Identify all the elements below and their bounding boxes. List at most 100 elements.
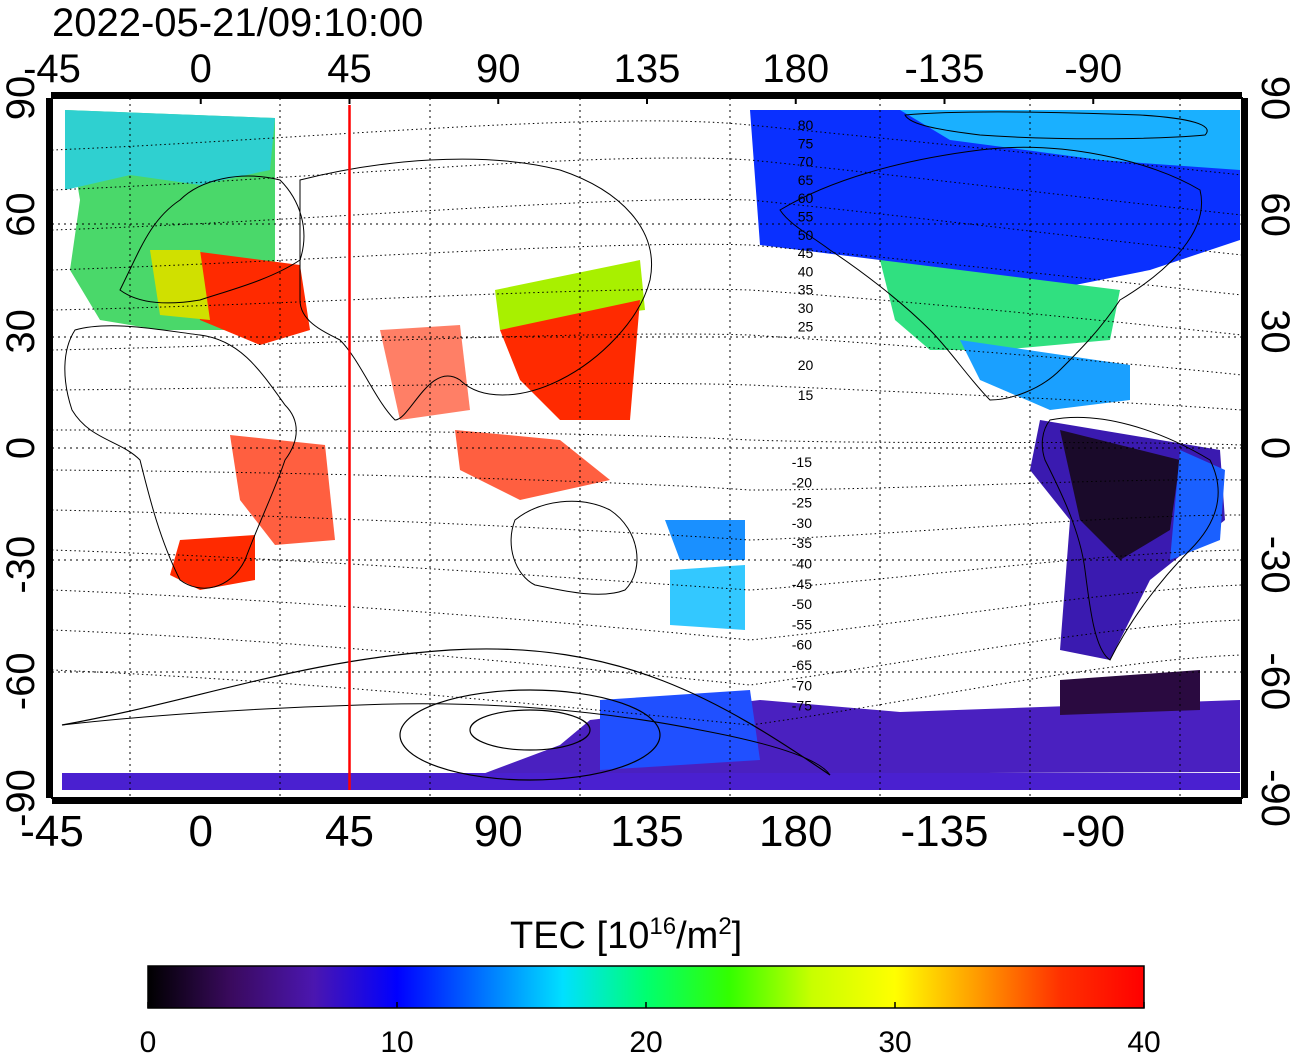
tec-patch-india [380,325,470,420]
contour-label: 65 [798,172,814,188]
bottom-axis-label: 45 [325,807,374,856]
contour-labels-south: -15 -20 -25 -30 -35 -40 -45 -50 -55 -60 -65 -70 -75 [792,454,812,714]
colorbar-tick-label: 30 [878,1026,911,1057]
coastline-antarctica [61,703,831,776]
contour-label: 35 [798,282,814,298]
tec-patch-north-america-south [880,260,1120,350]
frame-left-bar [46,98,52,798]
colorbar-tick-label: 10 [380,1026,413,1057]
contour-label: 60 [798,190,814,206]
contour-label: -60 [792,637,812,653]
bottom-axis-labels: 0 45 90 135 180 -135 -90 -45 [20,807,1125,856]
contour-label: 70 [798,154,814,170]
top-axis-label: -45 [23,47,81,91]
contour-label: -70 [792,677,812,693]
contour-label: -35 [792,535,812,551]
coastline-south-america [1041,416,1219,661]
tec-patch-indonesia [455,430,610,500]
tec-patch-pacific-south [665,520,745,560]
bottom-axis-label: 135 [610,807,683,856]
right-axis-label: 0 [1253,437,1294,459]
contour-label: 20 [798,357,814,373]
colorbar-title-exp2: 2 [718,913,731,940]
right-axis-label: 60 [1253,192,1294,237]
bottom-axis-label: -135 [900,807,988,856]
left-axis-label: 0 [0,437,43,459]
top-axis-label: 45 [327,47,372,91]
colorbar-title-exp1: 16 [649,913,676,940]
top-axis-label: 0 [190,47,212,91]
polar-contours [61,648,831,781]
colorbar-tick-label: 40 [1127,1026,1160,1057]
left-axis-label: 30 [0,309,43,354]
bottom-axis-label: 0 [189,807,213,856]
tec-patch-north-america-arctic [900,110,1240,170]
tec-patch-nz [670,565,745,630]
tec-patch-mideast [185,250,310,345]
right-axis-label: 90 [1253,76,1294,121]
graticule [52,98,1242,798]
bottom-axis-label: -45 [20,807,84,856]
tec-patch-south-america-coast [1170,450,1225,560]
colorbar-ticks: 0 10 20 30 40 [140,1002,1161,1057]
right-axis-labels: 90 60 30 0 -30 -60 -90 [1253,76,1294,827]
contour-label: -15 [792,454,812,470]
contour-label: 40 [798,263,814,279]
contour-label: 55 [798,209,814,225]
top-axis-labels: 0 45 90 135 180 -135 -90 -45 [23,47,1122,104]
contour-label: -50 [792,596,812,612]
contour-label: 25 [798,318,814,334]
top-axis-label: 135 [614,47,681,91]
top-axis-label: -90 [1064,47,1122,91]
colorbar-title: TEC [1016/m2] [510,913,742,957]
top-axis-label: 90 [476,47,521,91]
left-axis-label: 90 [0,76,43,121]
right-axis-label: -90 [1253,769,1294,827]
frame-right-bar [1242,98,1248,798]
tec-patch-south-america-dark [1060,430,1180,560]
right-axis-label: 30 [1253,309,1294,354]
tec-patch-south-cone [1060,670,1200,715]
tec-patch-europe-north [65,110,275,190]
top-axis-label: 180 [762,47,829,91]
contour-label: 30 [798,300,814,316]
left-axis-label: -30 [0,536,43,594]
magnetic-contours [52,120,1242,726]
timestamp: 2022-05-21/09:10:00 [52,1,423,45]
map-panel: 80 75 70 65 60 55 50 45 40 35 30 25 20 15 -15 -20 -25 -3… [46,92,1248,804]
contour-label: -25 [792,495,812,511]
contour-label: 45 [798,245,814,261]
contour-label: -40 [792,556,812,572]
colorbar-tick-label: 0 [140,1026,157,1057]
contour-label: -65 [792,657,812,673]
bottom-axis-label: 90 [474,807,523,856]
colorbar-title-mid: /m [676,915,718,957]
colorbar-title-suffix: ] [732,915,743,957]
contour-label: 50 [798,227,814,243]
tec-data-layer [62,110,1240,790]
tec-patch-south-band [62,773,1240,790]
colorbar-title-prefix: TEC [10 [510,915,649,957]
left-axis-label: 60 [0,192,43,237]
bottom-axis-label: -90 [1061,807,1125,856]
contour-label: -75 [792,698,812,714]
tec-patch-antarctic-blue [600,690,760,770]
contour-label: -45 [792,576,812,592]
left-axis-label: -60 [0,652,43,710]
coastline-australia [510,500,638,595]
contour-label: -55 [792,616,812,632]
top-axis-label: -135 [904,47,984,91]
left-axis-labels: 90 60 30 0 -30 -60 -90 [0,76,43,827]
left-axis-label: -90 [0,769,43,827]
right-axis-label: -30 [1253,536,1294,594]
frame-bottom-bar [52,798,1242,804]
right-axis-label: -60 [1253,652,1294,710]
contour-label: 15 [798,387,814,403]
tec-patch-central-america [960,340,1130,410]
contour-label: -20 [792,474,812,490]
contour-label: 80 [798,117,814,133]
colorbar-tick-label: 20 [629,1026,662,1057]
contour-labels-north: 80 75 70 65 60 55 50 45 40 35 30 25 20 15 [798,117,814,403]
bottom-axis-label: 180 [759,807,832,856]
